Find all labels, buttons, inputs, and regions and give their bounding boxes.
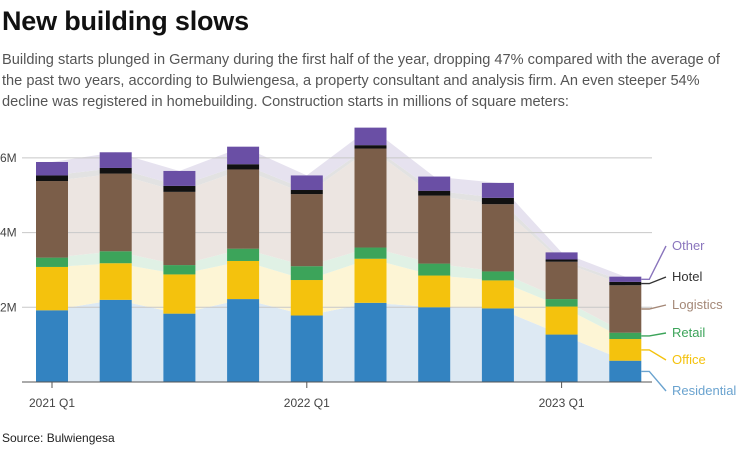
bar-segment-hotel	[354, 145, 387, 149]
bar-segment-office	[354, 258, 387, 303]
bar-segment-residential	[290, 315, 323, 382]
bar-segment-residential	[99, 299, 132, 382]
band-other	[52, 127, 626, 282]
legend-leader-office	[641, 349, 667, 361]
bar-segment-retail	[354, 247, 387, 259]
bar-segment-other	[418, 176, 451, 191]
bar-segment-office	[481, 280, 514, 309]
legend-label-retail: Retail	[672, 325, 705, 340]
y-tick-label: 2M	[0, 300, 17, 314]
bar-segment-logistics	[163, 191, 196, 266]
bar-segment-office	[609, 339, 642, 361]
bar-segment-logistics	[354, 148, 387, 248]
bar-stack-2022-q4	[481, 182, 514, 382]
bar-segment-logistics	[609, 285, 642, 333]
bar-stacks	[36, 127, 642, 382]
bar-segment-residential	[481, 308, 514, 382]
bar-segment-logistics	[481, 204, 514, 272]
legend-leader-retail	[641, 332, 667, 337]
bar-segment-office	[545, 306, 578, 335]
bar-segment-logistics	[545, 261, 578, 300]
bar-stack-2022-q1	[290, 175, 323, 382]
legend-label-hotel: Hotel	[672, 269, 702, 284]
bar-segment-residential	[609, 360, 642, 382]
bar-segment-hotel	[163, 185, 196, 192]
bar-segment-retail	[163, 265, 196, 275]
bar-segment-hotel	[545, 259, 578, 262]
bar-stack-2022-q2	[354, 127, 387, 382]
bar-segment-residential	[163, 313, 196, 382]
legend-label-residential: Residential	[672, 383, 736, 398]
bar-segment-other	[163, 170, 196, 186]
bar-segment-other	[545, 252, 578, 260]
legend-label-logistics: Logistics	[672, 297, 723, 312]
bar-segment-other	[481, 182, 514, 198]
chart-subtitle: Building starts plunged in Germany durin…	[2, 52, 720, 110]
bar-stack-2022-q3	[418, 176, 451, 382]
legend-leader-residential	[641, 370, 667, 392]
bar-segment-logistics	[36, 181, 68, 258]
bar-segment-other	[290, 175, 323, 191]
bar-segment-other	[36, 161, 68, 176]
bar-segment-office	[163, 274, 196, 314]
bar-segment-office	[36, 266, 68, 311]
bar-segment-office	[290, 280, 323, 316]
bar-segment-hotel	[36, 175, 68, 182]
bar-stack-2021-q3	[163, 170, 196, 382]
x-tick-label: 2023 Q1	[539, 396, 585, 410]
legend-leader-logistics	[641, 304, 667, 310]
legend-leader-other	[641, 245, 667, 280]
bar-segment-logistics	[227, 169, 260, 249]
bar-segment-logistics	[99, 173, 132, 252]
bar-segment-residential	[227, 299, 260, 382]
bar-stack-2023-q2	[609, 276, 642, 382]
bar-segment-hotel	[227, 164, 260, 170]
bar-segment-hotel	[99, 167, 132, 174]
series-area-bands	[52, 127, 626, 382]
bar-segment-other	[227, 146, 260, 165]
bar-segment-retail	[418, 263, 451, 276]
y-tick-label: 4M	[0, 226, 17, 240]
bar-segment-hotel	[290, 190, 323, 195]
legend-label-office: Office	[672, 352, 706, 367]
axes: 2M 4M 6M 2021 Q1 2022 Q1 2023 Q1	[0, 151, 652, 410]
bar-segment-other	[99, 152, 132, 168]
bar-stack-2021-q1	[36, 161, 68, 382]
bar-segment-residential	[36, 310, 68, 382]
bar-segment-retail	[36, 257, 68, 267]
bar-stack-2021-q4	[227, 146, 260, 382]
bar-segment-residential	[418, 307, 451, 382]
bar-segment-retail	[290, 266, 323, 281]
bar-segment-retail	[545, 299, 578, 307]
bar-stack-2021-q2	[99, 152, 132, 382]
bar-segment-residential	[545, 334, 578, 382]
bar-segment-logistics	[290, 194, 323, 267]
bar-segment-hotel	[481, 197, 514, 205]
bar-segment-hotel	[418, 190, 451, 196]
bar-segment-hotel	[609, 281, 642, 286]
bar-segment-other	[609, 276, 642, 282]
bar-segment-retail	[227, 248, 260, 261]
bar-segment-retail	[609, 332, 642, 340]
source-note: Source: Bulwiengesa	[2, 431, 115, 445]
x-tick-label: 2022 Q1	[284, 396, 330, 410]
legend: Other Hotel Logistics Retail Office Residenti…	[641, 238, 736, 398]
bar-segment-residential	[354, 302, 387, 382]
bar-stack-2023-q1	[545, 252, 578, 382]
chart-title: New building slows	[2, 6, 249, 36]
legend-leader-hotel	[641, 276, 667, 285]
bar-segment-retail	[481, 271, 514, 281]
legend-label-other: Other	[672, 238, 705, 253]
bar-segment-office	[99, 263, 132, 300]
bar-segment-other	[354, 127, 387, 146]
x-tick-label: 2021 Q1	[29, 396, 75, 410]
bar-segment-retail	[99, 251, 132, 264]
bar-segment-office	[227, 260, 260, 300]
bar-segment-office	[418, 275, 451, 308]
bar-segment-logistics	[418, 195, 451, 264]
y-tick-label: 6M	[0, 151, 17, 165]
